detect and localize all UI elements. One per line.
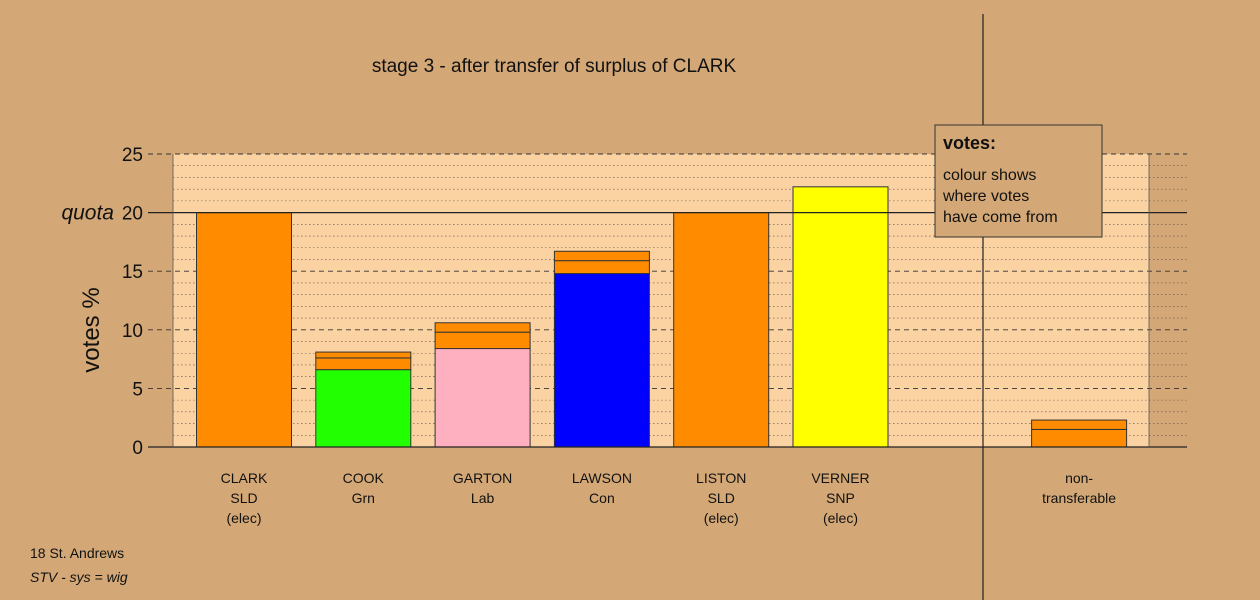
bar-segment	[315, 351, 412, 359]
y-tick-label: 20	[122, 204, 143, 225]
bar-segment	[196, 212, 292, 448]
category-label: VERNER	[811, 470, 869, 486]
bar-segment	[553, 250, 650, 262]
bar-segment	[434, 348, 531, 448]
y-tick-label: 15	[122, 262, 143, 283]
category-label: Lab	[471, 490, 495, 506]
category-label: (elec)	[823, 510, 858, 526]
bar-segment	[1031, 428, 1128, 448]
quota-label: quota	[61, 202, 114, 225]
legend-line: where votes	[942, 188, 1029, 205]
legend-line: have come from	[943, 209, 1058, 226]
category-label: GARTON	[453, 470, 512, 486]
category-label: LISTON	[696, 470, 746, 486]
category-label: CLARK	[221, 470, 268, 486]
category-label: (elec)	[226, 510, 261, 526]
category-label: LAWSON	[572, 470, 632, 486]
chart-title: stage 3 - after transfer of surplus of C…	[372, 56, 737, 77]
category-label: COOK	[343, 470, 385, 486]
category-label: SNP	[826, 490, 855, 506]
category-label: SLD	[230, 490, 257, 506]
category-label: Grn	[352, 490, 375, 506]
legend: votes: colour shows where votes have com…	[934, 124, 1103, 238]
bar-segment	[553, 273, 650, 448]
category-label: SLD	[708, 490, 735, 506]
category-label: Con	[589, 490, 615, 506]
bar-segment	[553, 260, 650, 275]
bar-segment	[434, 331, 531, 350]
footer-constituency: 18 St. Andrews	[30, 545, 125, 561]
y-tick-label: 10	[122, 321, 143, 342]
y-tick-label: 25	[122, 145, 143, 166]
category-label: (elec)	[704, 510, 739, 526]
legend-line: colour shows	[943, 167, 1036, 184]
category-label: transferable	[1042, 490, 1116, 506]
y-axis-label: votes %	[78, 287, 105, 372]
bar-segment	[434, 322, 531, 333]
legend-title: votes:	[943, 133, 996, 153]
category-label: non-	[1065, 470, 1093, 486]
bar-segment	[315, 369, 412, 448]
bar-segment	[1031, 419, 1128, 430]
footer-system: STV - sys = wig	[30, 569, 128, 585]
bar-segment	[792, 186, 889, 448]
bar-segment	[673, 212, 770, 448]
y-tick-label: 0	[132, 438, 143, 459]
y-tick-label: 5	[132, 379, 143, 400]
bar-segment	[315, 357, 412, 371]
